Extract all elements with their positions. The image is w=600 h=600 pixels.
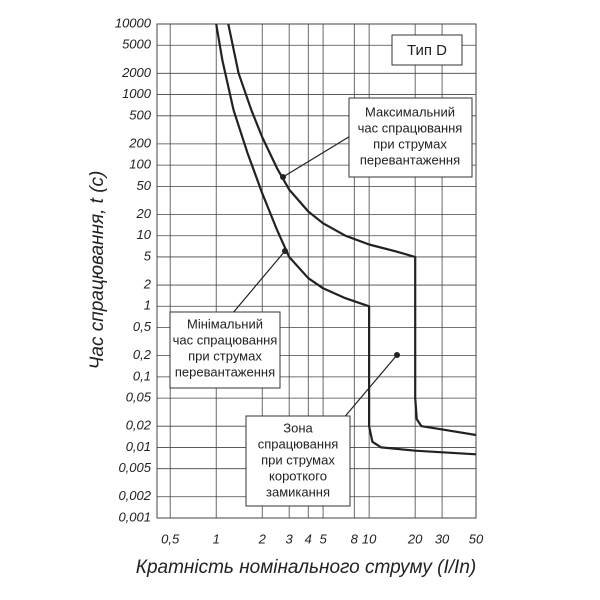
curve (215, 23, 477, 456)
leader-line (282, 134, 353, 178)
dot (282, 248, 288, 254)
y-tick-label: 50 (137, 178, 152, 193)
x-tick-label: 3 (286, 531, 294, 546)
y-tick-label: 0,5 (133, 319, 152, 334)
note-box (245, 415, 351, 507)
y-tick-label: 200 (128, 135, 151, 150)
leader-line (341, 354, 398, 421)
y-tick-label: 500 (129, 107, 151, 122)
x-tick-label: 30 (435, 531, 450, 546)
y-tick-label: 0,1 (133, 368, 151, 383)
x-tick-label: 0,5 (161, 531, 180, 546)
curve (227, 23, 477, 437)
note-text: при струмах (261, 452, 335, 467)
y-tick-label: 1000 (122, 86, 152, 101)
note-text: замикання (266, 484, 330, 499)
x-tick-label: 50 (469, 531, 484, 546)
note-text: спрацювання (258, 436, 339, 451)
x-tick-label: 8 (351, 531, 359, 546)
y-tick-label: 1 (144, 298, 151, 313)
type-label: Тип D (407, 42, 447, 59)
y-tick-label: 0,001 (118, 509, 151, 524)
note-text: перевантаження (175, 364, 275, 379)
y-axis-label: Час спрацювання, t (c) (87, 171, 108, 370)
note-text: Максимальний (365, 104, 455, 119)
y-tick-label: 0,002 (118, 488, 151, 503)
note-text: перевантаження (360, 152, 460, 167)
y-tick-label: 2000 (121, 65, 152, 80)
y-tick-label: 10000 (115, 15, 152, 30)
note-box (169, 311, 281, 389)
y-tick-label: 5000 (122, 37, 152, 52)
y-tick-label: 0,05 (126, 390, 152, 405)
note-text: короткого (269, 468, 327, 483)
x-tick-label: 5 (319, 531, 327, 546)
note-text: час спрацювання (173, 332, 278, 347)
dot (280, 174, 286, 180)
y-tick-label: 100 (129, 157, 151, 172)
dot (394, 352, 400, 358)
x-axis-label: Кратність номінального струму (I/In) (136, 557, 476, 578)
y-tick-label: 10 (137, 227, 152, 242)
y-tick-label: 0,01 (126, 439, 151, 454)
type-box (391, 34, 463, 66)
note-box (348, 97, 473, 178)
y-tick-label: 20 (136, 206, 152, 221)
note-text: Мінімальний (187, 316, 263, 331)
x-tick-label: 1 (213, 531, 220, 546)
note-text: при струмах (188, 348, 262, 363)
note-text: час спрацювання (358, 120, 463, 135)
y-tick-label: 2 (143, 276, 152, 291)
x-tick-label: 2 (258, 531, 267, 546)
y-tick-label: 0,02 (126, 418, 152, 433)
curves (215, 23, 477, 456)
y-tick-label: 0,005 (118, 460, 151, 475)
note-text: при струмах (373, 136, 447, 151)
x-tick-label: 20 (407, 531, 423, 546)
x-tick-label: 4 (305, 531, 312, 546)
note-text: Зона (283, 420, 313, 435)
leader-line (231, 250, 286, 315)
y-tick-label: 0,2 (133, 347, 152, 362)
x-tick-label: 10 (362, 531, 377, 546)
y-tick-label: 5 (144, 248, 152, 263)
